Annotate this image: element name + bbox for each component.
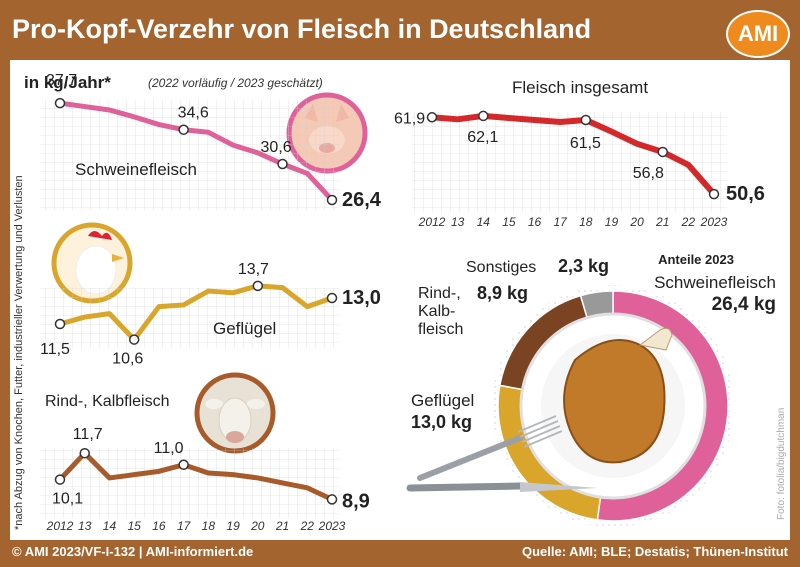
x-tick-label: 2012 — [46, 519, 74, 533]
line-charts: 37,7 34,6 30,6 26,4 Schweinefleisch 11,5 10,6 1… — [40, 72, 765, 533]
pie-label-poultry-value: 13,0 kg — [411, 412, 472, 432]
x-tick-label: 19 — [226, 519, 240, 533]
data-label: 13,7 — [238, 261, 269, 278]
photo-credit: Foto: fotolia/bigdutchman — [776, 408, 787, 520]
pie-label-beef-name-3: fleisch — [418, 321, 463, 338]
x-tick-label: 13 — [78, 519, 92, 533]
data-point-marker — [326, 494, 338, 505]
data-point-marker — [580, 114, 592, 126]
x-tick-label: 14 — [477, 215, 491, 229]
pie-label-pork-value: 26,4 kg — [712, 294, 776, 315]
series-name-label: Geflügel — [213, 319, 276, 338]
data-label: 11,7 — [73, 426, 103, 443]
x-tick-label: 18 — [202, 519, 216, 533]
series-name-label: Fleisch insgesamt — [512, 78, 648, 97]
chicken-leg-icon — [563, 327, 673, 464]
data-label: 62,1 — [467, 129, 498, 146]
knife-icon — [406, 482, 598, 492]
x-tick-label: 2012 — [418, 215, 446, 229]
data-label: 11,5 — [40, 341, 70, 358]
data-point-marker — [657, 146, 668, 158]
data-point-marker — [326, 194, 338, 206]
data-point-marker — [478, 110, 489, 122]
x-tick-label: 20 — [629, 215, 644, 229]
data-label: 61,9 — [394, 110, 425, 127]
x-tick-label: 21 — [275, 519, 289, 533]
series-name-label: Schweinefleisch — [75, 160, 197, 179]
pie-label-other-name: Sonstiges — [466, 259, 536, 276]
series-line — [57, 283, 335, 343]
data-point-marker — [178, 124, 189, 135]
chart-grid — [40, 100, 340, 210]
x-tick-label: 16 — [528, 215, 542, 229]
donut-chart — [492, 285, 734, 527]
data-point-marker — [54, 318, 66, 330]
x-tick-label: 15 — [502, 215, 516, 229]
chicken-leg-bone — [638, 327, 673, 351]
x-tick-label: 16 — [152, 519, 166, 533]
data-point-marker — [178, 459, 189, 470]
data-point-marker — [326, 292, 338, 304]
pie-label-beef-name-2: Kalb- — [418, 303, 455, 320]
data-label: 34,6 — [178, 105, 209, 122]
chicken-leg-meat — [563, 339, 666, 464]
pie-title: Anteile 2023 — [658, 252, 734, 267]
data-point-marker — [252, 280, 264, 292]
data-label: 13,0 — [342, 287, 381, 309]
data-label: 61,5 — [570, 135, 601, 152]
data-label: 30,6 — [261, 139, 292, 156]
x-tick-label: 22 — [681, 215, 696, 229]
ami-logo: AMI — [726, 10, 790, 58]
data-label: 8,9 — [342, 490, 370, 512]
unit-label: in kg/Jahr* — [24, 73, 111, 92]
pie-label-beef-name-1: Rind-, — [418, 285, 461, 302]
pie-label-poultry-name: Geflügel — [411, 391, 474, 410]
data-point-marker — [277, 158, 288, 170]
data-point-marker — [426, 112, 438, 123]
data-point-marker — [54, 474, 66, 485]
data-label: 11,0 — [154, 440, 184, 457]
chart-grid — [412, 112, 727, 212]
data-point-marker — [708, 188, 720, 200]
pie-label-pork-name: Schweinefleisch — [654, 273, 776, 292]
series-name-label: Rind-, Kalbfleisch — [45, 393, 170, 410]
pie-label-other-value: 2,3 kg — [558, 256, 609, 276]
footer-source: Quelle: AMI; BLE; Destatis; Thünen-Insti… — [521, 544, 788, 559]
unit-note: (2022 vorläufig / 2023 geschätzt) — [148, 76, 323, 90]
chicken-photo-icon — [51, 222, 133, 304]
x-tick-label: 2023 — [318, 519, 346, 533]
x-tick-label: 17 — [554, 215, 569, 229]
data-label: 56,8 — [633, 165, 664, 182]
pie-label-beef-value: 8,9 kg — [477, 283, 528, 303]
data-label: 10,6 — [112, 351, 143, 368]
x-tick-label: 13 — [451, 215, 465, 229]
x-tick-label: 17 — [177, 519, 192, 533]
data-label: 26,4 — [342, 189, 382, 211]
x-tick-label: 20 — [250, 519, 265, 533]
x-tick-label: 19 — [605, 215, 619, 229]
data-point-marker — [54, 97, 66, 109]
data-label: 50,6 — [726, 183, 765, 205]
fork-icon — [417, 415, 563, 481]
footnote: *nach Abzug von Knochen, Futter, industr… — [13, 175, 25, 530]
series-line — [57, 450, 335, 502]
data-point-marker — [128, 334, 140, 345]
data-label: 37,7 — [46, 72, 77, 89]
x-tick-label: 15 — [128, 519, 142, 533]
cow-photo-icon — [194, 372, 276, 454]
data-label: 10,1 — [52, 491, 83, 508]
x-tick-label: 21 — [655, 215, 669, 229]
x-tick-label: 18 — [579, 215, 593, 229]
x-tick-label: 22 — [300, 519, 315, 533]
page-title: Pro-Kopf-Verzehr von Fleisch in Deutschl… — [12, 14, 592, 44]
data-point-marker — [79, 447, 90, 459]
x-tick-label: 14 — [103, 519, 117, 533]
x-tick-label: 2023 — [700, 215, 728, 229]
footer-copyright: © AMI 2023/VF-I-132 | AMI-informiert.de — [12, 544, 254, 559]
